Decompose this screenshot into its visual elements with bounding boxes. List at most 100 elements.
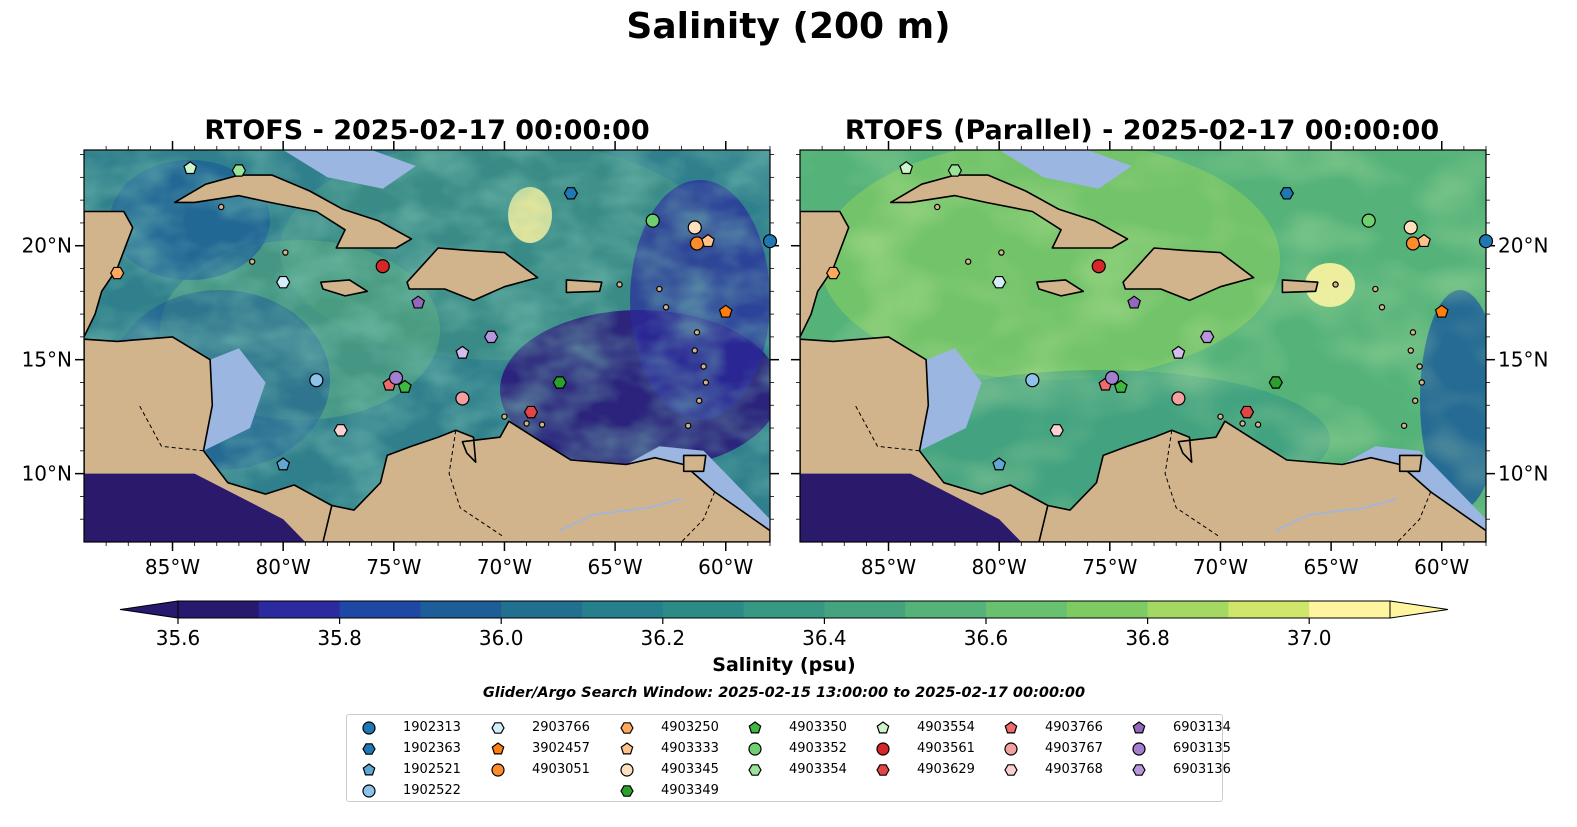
float-marker-4903629 — [523, 405, 539, 419]
country-border — [1164, 430, 1221, 538]
legend-marker-6903136 — [1132, 764, 1146, 776]
legend-marker-icon — [876, 742, 890, 756]
legend-marker-4903561 — [876, 742, 890, 756]
map-panel-rtofs-parallel: RTOFS (Parallel) - 2025-02-17 00:00:00 8… — [791, 115, 1548, 579]
colorbar-tick-label: 36.4 — [802, 626, 847, 650]
legend-marker-4903051 — [491, 763, 505, 777]
panel-title-rtofs: RTOFS - 2025-02-17 00:00:00 — [204, 115, 649, 146]
island — [1378, 304, 1386, 311]
axis-ticks-rtofs: 85°W 80°W 75°W 70°W 65°W 60°W 20°N 15°N 10°N — [22, 141, 779, 579]
island — [1239, 420, 1246, 427]
legend-marker-icon — [1132, 742, 1146, 756]
float-marker-1902522 — [1025, 373, 1040, 388]
legend-marker-1902363 — [362, 743, 376, 755]
legend-marker-icon — [620, 763, 634, 777]
island — [684, 422, 692, 429]
float-marker-4903349 — [552, 376, 567, 389]
float-marker-2903766 — [991, 275, 1007, 289]
x-tick-label: 75°W — [1082, 555, 1137, 579]
legend-marker-4903554 — [876, 721, 890, 734]
float-marker-6903137 — [455, 345, 470, 359]
colorbar-label: Salinity (psu) — [712, 654, 855, 676]
island — [282, 249, 289, 256]
pacific-ocean — [800, 473, 1022, 542]
x-tick-label: 70°W — [477, 555, 532, 579]
x-tick-label: 65°W — [587, 555, 642, 579]
colorbar-tick-label: 36.2 — [641, 626, 686, 650]
legend-marker-2903766 — [491, 722, 505, 734]
river — [1275, 497, 1398, 532]
map-panel-rtofs: RTOFS - 2025-02-17 00:00:00 85°W 80°W 75°W… — [22, 115, 779, 579]
legend-label: 4903767 — [1045, 741, 1103, 756]
island — [1254, 421, 1262, 428]
colorbar-segment — [662, 601, 745, 618]
x-tick-label: 70°W — [1193, 555, 1248, 579]
float-marker-1902363 — [563, 187, 579, 200]
colorbar-tick-label: 35.6 — [156, 626, 201, 650]
land-hispaniola — [406, 247, 539, 302]
island — [656, 285, 663, 293]
float-marker-1902363 — [1279, 187, 1295, 200]
float-marker-4903349 — [1268, 376, 1283, 389]
colorbar-segment — [905, 601, 987, 618]
legend-marker-4903349 — [620, 785, 634, 797]
island — [702, 379, 710, 386]
legend-label: 4903051 — [532, 762, 590, 777]
legend-label: 4903350 — [789, 720, 847, 735]
country-border — [138, 405, 204, 452]
legend-label: 4903561 — [917, 741, 975, 756]
land-jamaica — [1036, 279, 1085, 297]
float-marker-4903345 — [1403, 220, 1418, 235]
bahamas-shelf — [999, 150, 1132, 189]
land-south-america — [322, 420, 770, 542]
legend-marker-4903350 — [748, 721, 762, 734]
legend-marker-4903354 — [748, 764, 762, 776]
float-marker-3902457 — [718, 304, 733, 318]
legend-marker-icon — [620, 785, 634, 797]
island — [662, 304, 670, 311]
colorbar-segment — [1309, 601, 1391, 618]
markers-rtofs-parallel — [825, 160, 1494, 471]
country-border — [854, 405, 920, 452]
float-legend: 1902313 1902363 1902521 1902522 2903766 39024… — [346, 714, 1231, 802]
axis-ticks-rtofs-parallel: 85°W 80°W 75°W 70°W 65°W 60°W 20°N 15°N 10°N — [791, 141, 1548, 579]
float-marker-6903134 — [1127, 295, 1142, 309]
float-marker-1902313 — [762, 234, 778, 249]
colorbar-segment — [824, 601, 906, 618]
search-window-subtitle: Glider/Argo Search Window: 2025-02-15 13… — [483, 685, 1085, 701]
land-trinidad — [1398, 454, 1423, 473]
legend-marker-4903250 — [620, 722, 634, 734]
y-tick-label: 10°N — [22, 462, 72, 486]
y-tick-label: 10°N — [1498, 462, 1548, 486]
legend-label: 1902522 — [403, 783, 461, 798]
colorbar-extend-low — [119, 600, 179, 619]
island — [1217, 413, 1224, 420]
float-marker-6903137 — [1171, 345, 1186, 359]
legend-label: 4903333 — [661, 741, 719, 756]
island — [616, 281, 623, 288]
legend-marker-icon — [362, 743, 376, 755]
legend-marker-6903134 — [1132, 721, 1146, 734]
float-marker-1902521 — [276, 457, 291, 471]
y-tick-label: 20°N — [22, 234, 72, 258]
country-border — [1397, 491, 1432, 542]
legend-label: 4903554 — [917, 720, 975, 735]
float-marker-1902521 — [992, 457, 1007, 471]
float-marker-4903352 — [645, 213, 660, 228]
land-cuba — [889, 174, 1129, 249]
float-marker-2903766 — [275, 275, 291, 289]
float-marker-4903250 — [109, 266, 125, 280]
venezuela-shelf — [570, 446, 770, 531]
colorbar-segment — [258, 601, 341, 618]
pacific-ocean — [84, 473, 306, 542]
country-border — [681, 491, 716, 542]
bahamas-shelf — [283, 150, 416, 189]
legend-marker-4903767 — [1004, 742, 1018, 756]
colorbar-segment — [986, 601, 1068, 618]
country-border — [448, 430, 505, 538]
float-marker-4903350 — [397, 379, 412, 393]
legend-marker-1902313 — [362, 721, 376, 735]
island — [700, 363, 707, 370]
river — [559, 497, 682, 532]
legend-marker-icon — [876, 764, 890, 776]
